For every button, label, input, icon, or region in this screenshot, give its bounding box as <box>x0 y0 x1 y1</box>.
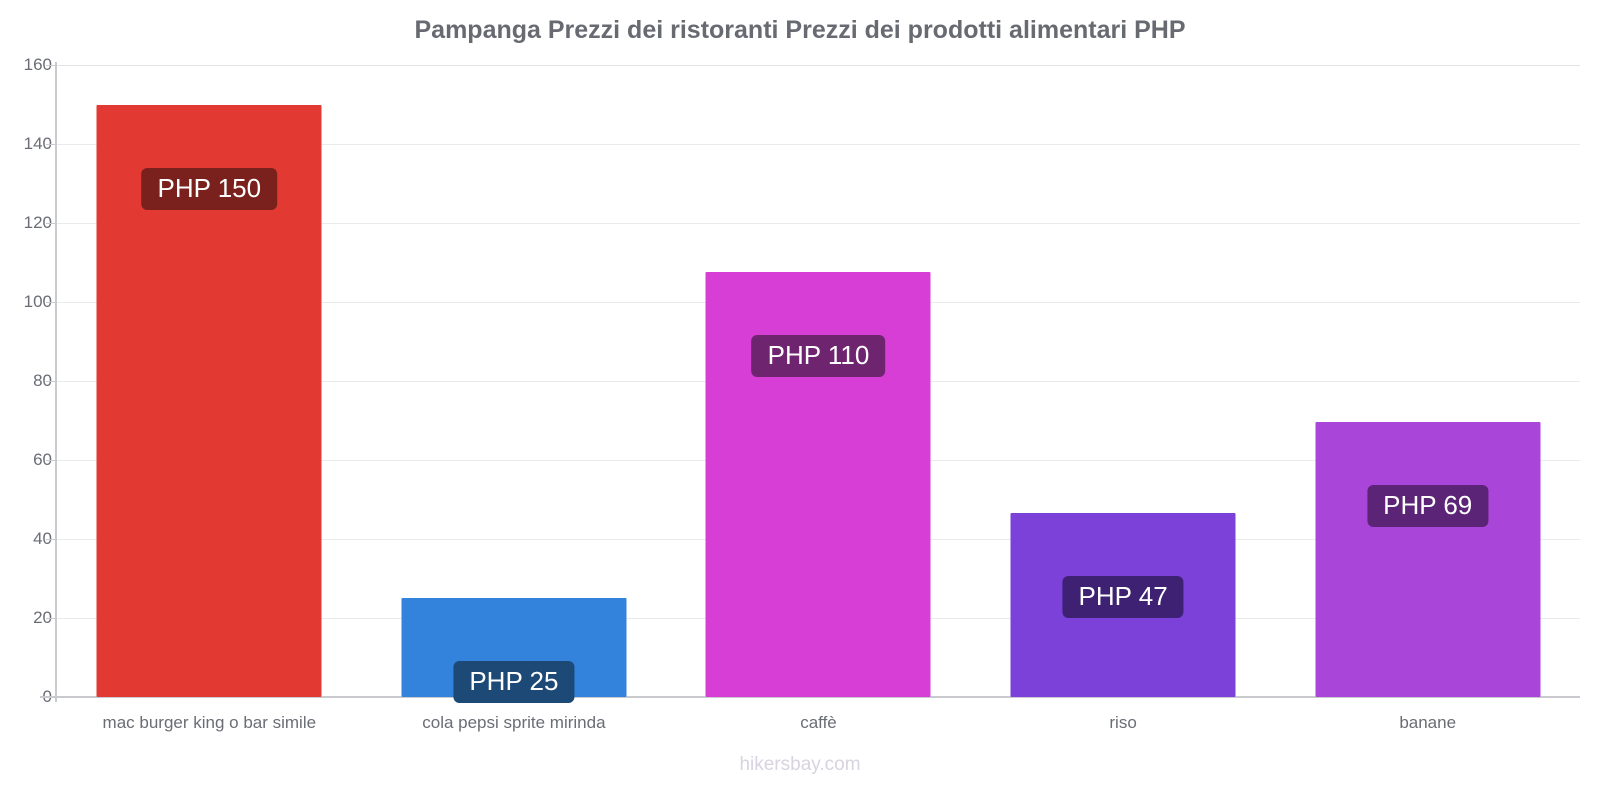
y-axis: 020406080100120140160 <box>0 0 52 800</box>
y-axis-tick-mark <box>46 697 57 698</box>
bar-group[interactable]: PHP 47 riso <box>971 0 1276 800</box>
y-axis-tick-label: 120 <box>23 213 52 232</box>
y-axis-tick-label: 140 <box>23 134 52 153</box>
chart-title: Pampanga Prezzi dei ristoranti Prezzi de… <box>414 16 1186 44</box>
gridline <box>57 65 1580 66</box>
bar[interactable] <box>1315 422 1541 697</box>
y-axis-tick-mark <box>46 144 57 145</box>
y-axis-tick-mark <box>46 460 57 461</box>
watermark: hikersbay.com <box>739 754 861 775</box>
bar-value-label: PHP 47 <box>1062 576 1184 619</box>
x-axis-tick-label: banane <box>1399 713 1457 732</box>
bar-value-label: PHP 25 <box>453 661 575 704</box>
x-axis-tick-label: cola pepsi sprite mirinda <box>422 713 606 732</box>
x-axis-tick-label: caffè <box>800 713 837 732</box>
bar-group[interactable]: PHP 110 caffè <box>666 0 971 800</box>
y-axis-tick-mark <box>46 381 57 382</box>
y-axis-tick-mark <box>46 302 57 303</box>
y-axis-tick-mark <box>46 618 57 619</box>
bar-group[interactable]: PHP 25 cola pepsi sprite mirinda <box>362 0 667 800</box>
x-axis-line <box>40 696 1580 698</box>
y-axis-line <box>55 62 57 702</box>
x-axis-tick-label: mac burger king o bar simile <box>102 713 317 732</box>
bar-value-label: PHP 69 <box>1367 485 1489 528</box>
y-axis-tick-label: 60 <box>33 450 52 469</box>
bar-group[interactable]: PHP 150 mac burger king o bar simile <box>57 0 362 800</box>
y-axis-tick-label: 20 <box>33 608 52 627</box>
gridline <box>57 144 1580 145</box>
bar-value-label: PHP 110 <box>751 335 886 378</box>
bar-group[interactable]: PHP 69 banane <box>1275 0 1580 800</box>
gridline <box>57 223 1580 224</box>
y-axis-tick-label: 40 <box>33 529 52 548</box>
y-axis-tick-mark <box>46 223 57 224</box>
y-axis-tick-label: 160 <box>23 55 52 74</box>
bar-value-label: PHP 150 <box>141 167 278 210</box>
y-axis-tick-mark <box>46 539 57 540</box>
bar-series: PHP 150 mac burger king o bar simile PHP 2… <box>57 0 1580 800</box>
y-axis-tick-label: 80 <box>33 371 52 390</box>
y-axis-tick-mark <box>46 65 57 66</box>
x-axis-tick-label: riso <box>1109 713 1137 732</box>
y-axis-tick-label: 100 <box>23 292 52 311</box>
